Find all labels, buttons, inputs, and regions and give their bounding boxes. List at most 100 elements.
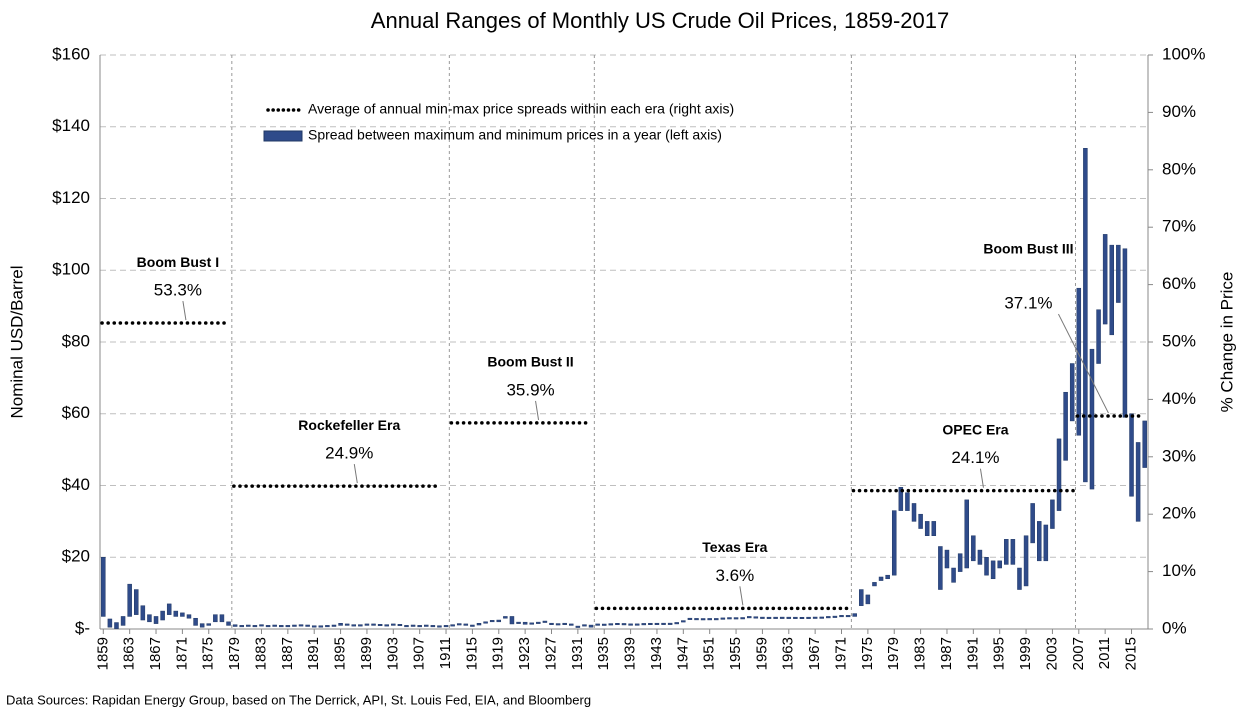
leader-line: [182, 300, 187, 321]
range-bar: [404, 625, 409, 628]
range-bar: [575, 625, 581, 628]
range-bar: [1050, 499, 1055, 529]
x-tick-label: 1883: [252, 637, 269, 670]
range-bar: [971, 535, 976, 562]
range-bar: [654, 622, 660, 625]
range-bar: [377, 624, 383, 627]
y2-tick-label: 20%: [1162, 504, 1196, 523]
range-bar: [166, 603, 172, 615]
range-bar: [279, 625, 284, 628]
range-bar: [977, 549, 983, 565]
x-tick-label: 2015: [1122, 637, 1139, 670]
range-bar: [608, 623, 614, 626]
range-bar: [1023, 535, 1029, 587]
era-name: Rockefeller Era: [298, 417, 400, 433]
range-bar: [661, 622, 666, 625]
range-bar: [720, 617, 726, 620]
range-bar: [542, 620, 548, 623]
range-bar: [786, 616, 792, 619]
x-tick-label: 1963: [780, 637, 797, 670]
y2-tick-label: 80%: [1162, 159, 1196, 178]
era-value-label: 24.9%: [325, 444, 373, 463]
range-bar: [773, 616, 778, 619]
range-bar: [331, 624, 337, 627]
legend-label: Average of annual min-max price spreads …: [308, 101, 734, 117]
range-bar: [845, 615, 851, 618]
range-bar: [160, 610, 165, 621]
era-name: OPEC Era: [942, 421, 1008, 437]
range-bar: [634, 623, 640, 626]
range-bar: [246, 624, 251, 627]
y-tick-label: $20: [62, 547, 90, 566]
leader-line: [353, 463, 358, 484]
range-bar: [397, 624, 403, 627]
y-tick-label: $80: [62, 331, 90, 350]
x-tick-label: 1891: [305, 637, 322, 670]
range-bar: [371, 623, 376, 626]
era-value-label: 35.9%: [506, 380, 554, 399]
y2-tick-label: 10%: [1162, 561, 1196, 580]
range-bar: [826, 616, 831, 619]
range-bar: [839, 615, 844, 618]
range-bar: [951, 567, 956, 583]
range-bar: [714, 618, 719, 621]
y2-tick-label: 40%: [1162, 389, 1196, 408]
range-bar: [984, 557, 989, 576]
x-tick-label: 1907: [411, 637, 428, 670]
range-bar: [793, 616, 798, 619]
range-bar: [252, 625, 258, 628]
range-bar: [1017, 567, 1022, 590]
range-bar: [476, 623, 482, 626]
range-bar: [318, 625, 324, 628]
range-bar: [1083, 148, 1088, 483]
range-bar: [127, 583, 132, 617]
range-bar: [265, 625, 271, 628]
range-bar: [687, 617, 693, 620]
range-bar: [140, 605, 146, 621]
range-bar: [812, 616, 818, 619]
range-bar: [424, 624, 429, 627]
range-bar: [938, 546, 943, 590]
y-tick-label: $100: [52, 260, 90, 279]
range-bar: [410, 624, 416, 627]
y-tick-label: $40: [62, 475, 90, 494]
range-bar: [865, 594, 871, 605]
range-bar: [325, 625, 330, 628]
x-tick-label: 1895: [332, 637, 349, 670]
range-bar: [417, 625, 422, 628]
x-tick-label: 1955: [727, 637, 744, 670]
era-name: Boom Bust III: [983, 241, 1073, 257]
x-tick-label: 1939: [622, 637, 639, 670]
range-bar: [529, 622, 534, 625]
range-bar: [707, 618, 712, 621]
x-tick-label: 1959: [753, 637, 770, 670]
range-bar: [555, 623, 561, 626]
range-bar: [206, 623, 212, 626]
range-bar: [1036, 521, 1042, 562]
x-tick-label: 2011: [1096, 637, 1113, 669]
range-bar: [806, 616, 811, 619]
range-bar: [878, 576, 884, 581]
range-bar: [648, 622, 653, 625]
y2-tick-label: 60%: [1162, 274, 1196, 293]
range-bar: [562, 622, 567, 625]
range-bar: [924, 521, 930, 536]
range-bar: [549, 622, 554, 625]
range-bar: [1010, 539, 1016, 565]
x-tick-label: 1995: [991, 637, 1008, 670]
range-bar: [615, 623, 620, 626]
y2-tick-label: 70%: [1162, 217, 1196, 236]
chart-title: Annual Ranges of Monthly US Crude Oil Pr…: [371, 8, 949, 33]
x-tick-label: 1915: [463, 637, 480, 670]
range-bar: [470, 624, 475, 627]
range-bar: [292, 624, 297, 627]
range-bar: [443, 625, 449, 628]
range-bar: [180, 612, 185, 617]
range-bar: [456, 623, 462, 626]
range-bar: [173, 610, 179, 617]
range-bar: [358, 624, 363, 627]
y2-tick-label: 50%: [1162, 331, 1196, 350]
y2-tick-label: 100%: [1162, 44, 1205, 63]
